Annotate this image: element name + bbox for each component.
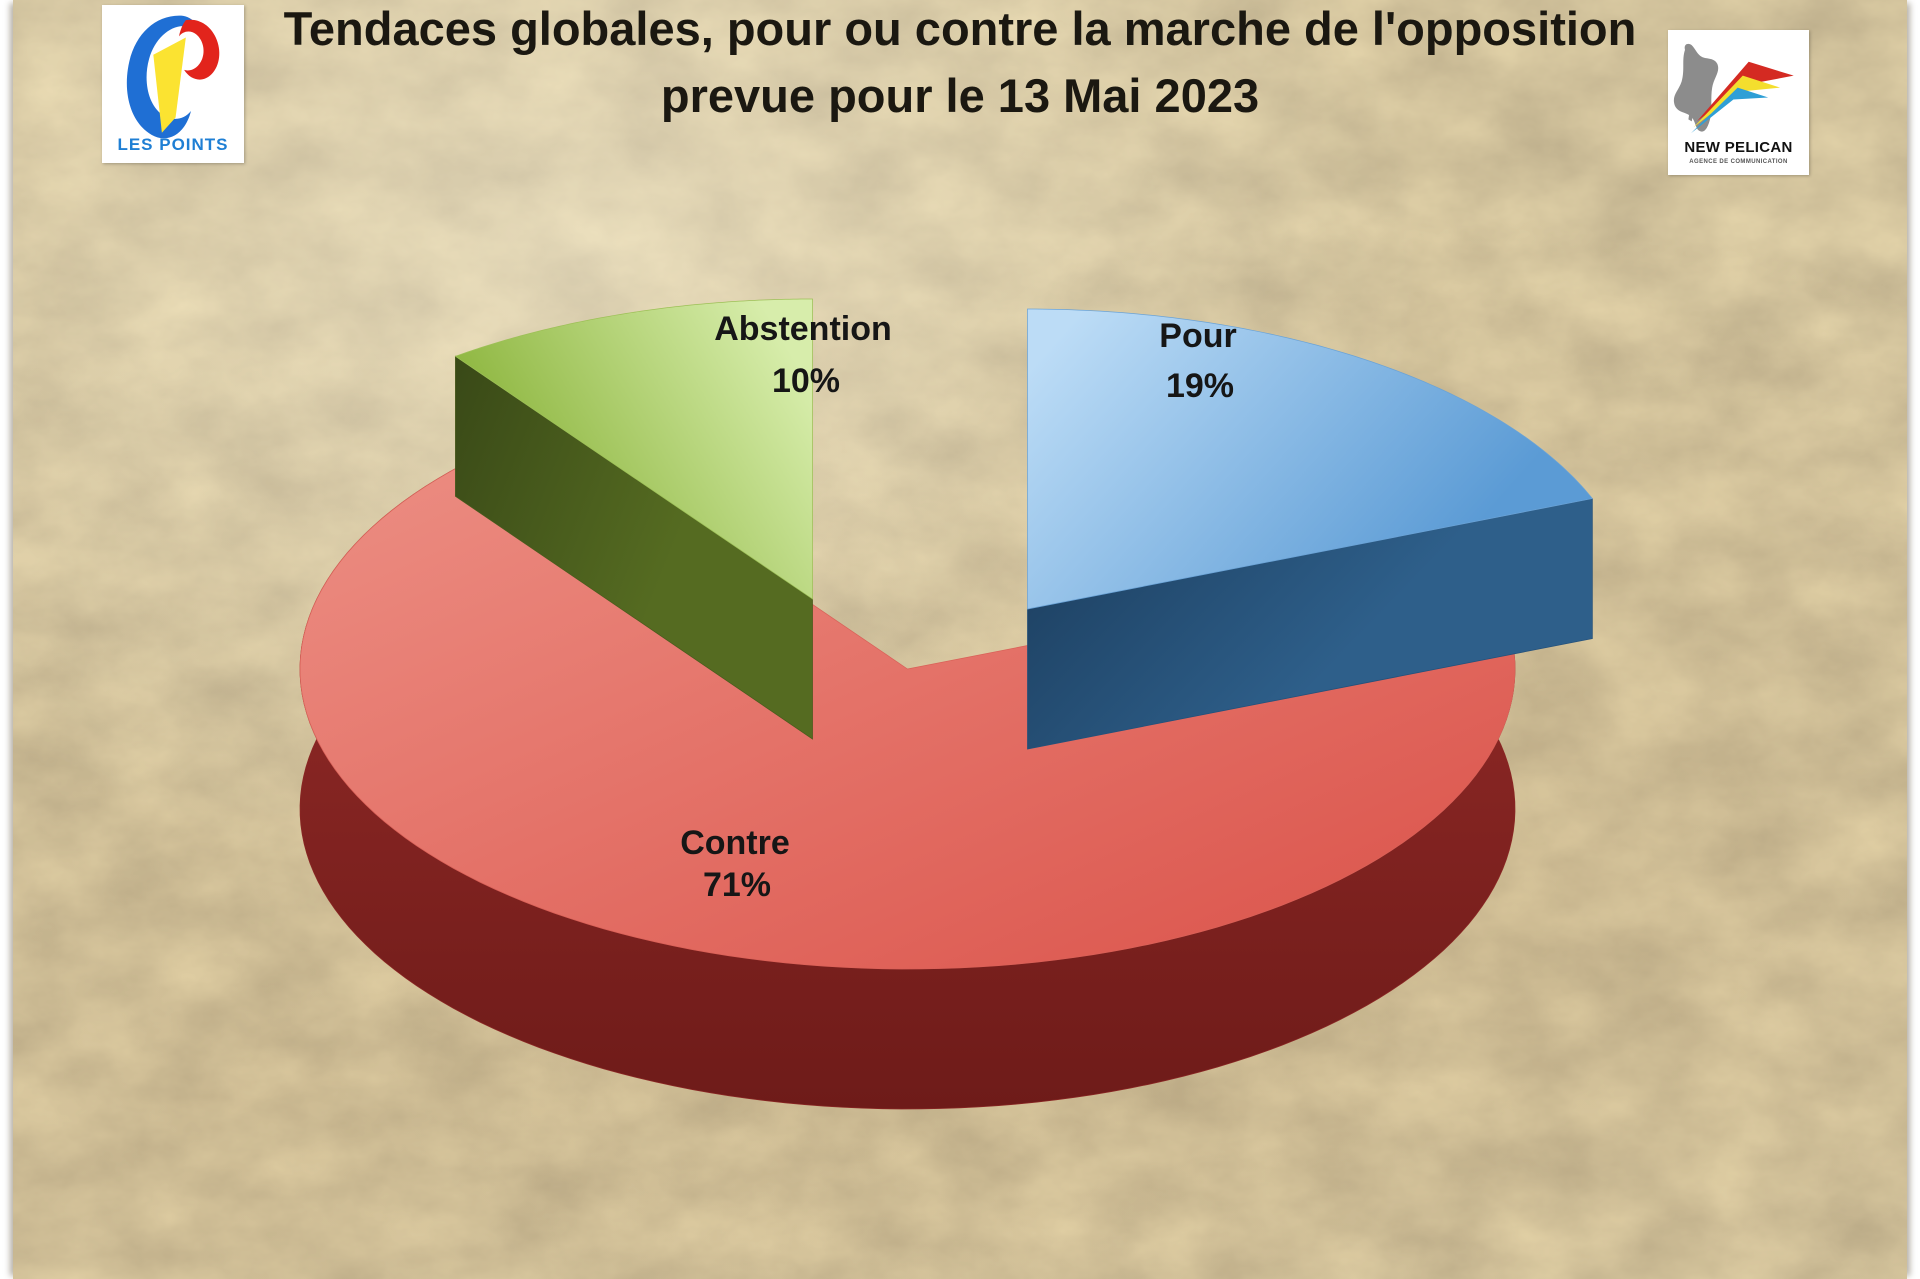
svg-text:Abstention: Abstention — [714, 310, 892, 348]
svg-text:Pour: Pour — [1159, 317, 1236, 355]
svg-text:Contre: Contre — [680, 824, 790, 862]
svg-text:71%: 71% — [703, 866, 771, 904]
svg-text:10%: 10% — [772, 362, 840, 400]
svg-text:19%: 19% — [1166, 367, 1234, 405]
